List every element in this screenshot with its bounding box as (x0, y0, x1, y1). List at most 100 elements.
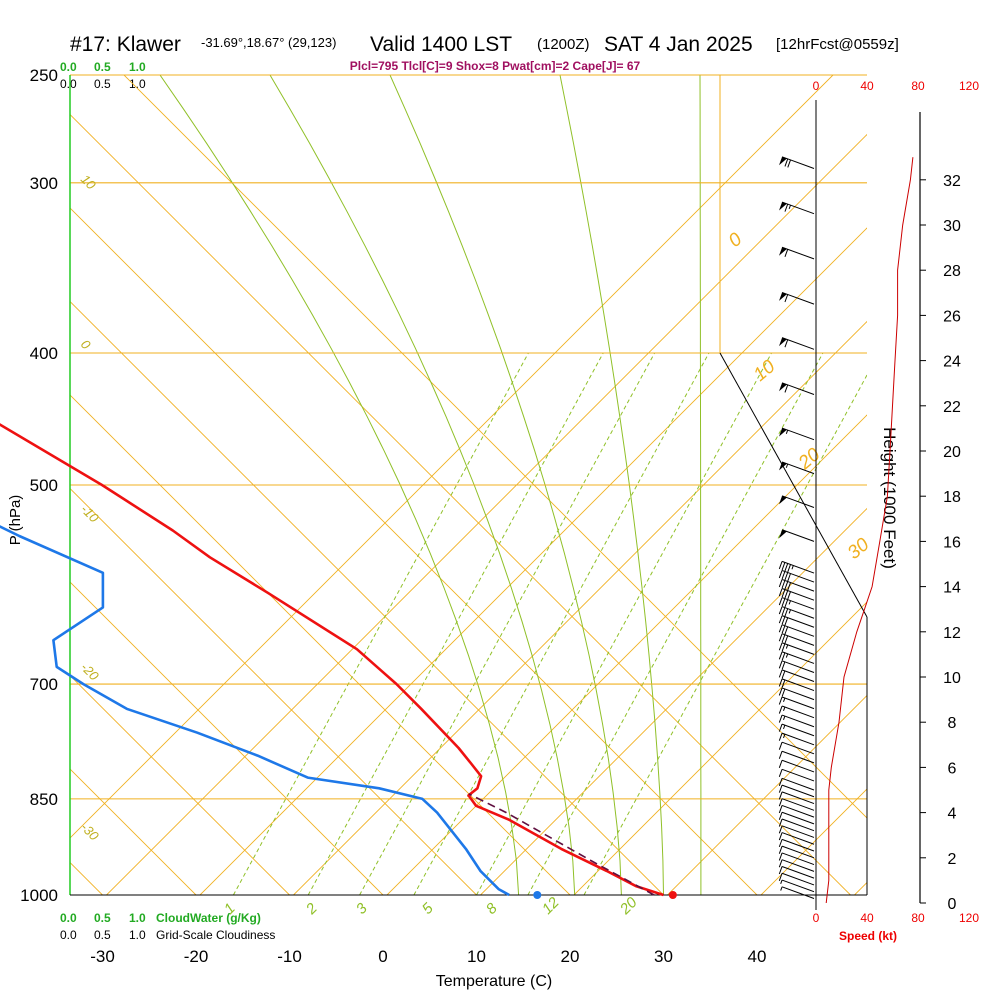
cloudiness-tick: 0.0 (60, 928, 77, 942)
wind-barb-feather (778, 624, 783, 633)
wind-barb-feather (781, 571, 786, 580)
wind-barb-feather (778, 606, 783, 615)
wind-barb-feather (778, 812, 783, 820)
wind-barb (778, 784, 815, 798)
wind-barb-staff (781, 832, 815, 845)
wind-barb-feather (778, 705, 783, 714)
wind-barb (778, 741, 815, 755)
height-tick-label: 22 (943, 399, 961, 416)
wind-barb-feather (784, 563, 789, 572)
wind-barb-half-feather (783, 706, 786, 711)
wind-barb-feather (778, 597, 783, 606)
wind-barb-staff (781, 791, 815, 805)
wind-barb-feather (787, 591, 791, 600)
height-tick-label: 16 (943, 534, 961, 551)
height-tick-label: 26 (943, 308, 961, 325)
wind-barb (778, 859, 815, 872)
wind-barb-staff (781, 569, 815, 583)
wind-barb (778, 750, 815, 764)
wind-barb (778, 696, 815, 710)
wind-barb-feather (778, 633, 783, 642)
wind-barb-feather (784, 158, 789, 167)
wind-barb (778, 832, 815, 845)
wind-barb (779, 382, 815, 395)
wind-barb-feather (787, 159, 791, 168)
temperature-tick-label: 40 (748, 947, 767, 966)
wind-barb (779, 495, 815, 508)
wind-barb-staff (781, 529, 815, 542)
wind-barb (778, 588, 815, 601)
wind-barb (778, 578, 815, 592)
mixing-ratio-line (583, 374, 867, 895)
wind-barb-feather (781, 616, 786, 625)
wind-barb-feather (784, 203, 789, 212)
wind-barb-feather (778, 791, 783, 800)
speed-tick: 40 (860, 911, 874, 925)
wind-barb-staff (781, 759, 815, 773)
height-tick-label: 30 (943, 218, 961, 235)
wind-barb-half-feather (785, 644, 789, 649)
mixing-ratio-label: 2 (302, 899, 321, 918)
wind-barb (778, 798, 815, 811)
theta-label: 0 (725, 229, 747, 252)
wind-barb (778, 597, 815, 610)
valid-time: Valid 1400 LST (370, 33, 512, 56)
wind-barb-feather (787, 573, 791, 582)
wind-barb (780, 886, 815, 899)
wind-barb-half-feather (788, 609, 791, 614)
wind-barb-pennant (779, 461, 787, 471)
wind-barb-half-feather (783, 697, 786, 702)
wind-barb-half-feather (785, 463, 789, 468)
wind-barb (778, 825, 815, 838)
station-coords: -31.69°,18.67° (29,123) (201, 35, 336, 50)
temperature-tick-label: -10 (277, 947, 302, 966)
wind-barb-staff (781, 633, 815, 646)
speed-tick: 80 (911, 911, 925, 925)
isotherm-line (70, 581, 384, 895)
wind-barb-pennant (779, 428, 787, 437)
dry-adiabat-line (480, 507, 867, 895)
wind-barb-feather (778, 832, 783, 841)
isotherm-line (70, 487, 477, 895)
wind-barb-staff (781, 852, 815, 866)
wind-barb-feather (778, 579, 783, 588)
surface-temperature-marker (668, 891, 677, 899)
wind-barb-half-feather (783, 715, 786, 721)
height-tick-label: 24 (943, 354, 961, 371)
grid-layer (70, 74, 867, 896)
speed-tick: 0 (813, 79, 820, 93)
wind-barb (778, 852, 815, 866)
wind-barb-pennant (779, 337, 787, 347)
mixing-ratio-line (232, 352, 529, 895)
temperature-tick-label: -20 (184, 947, 209, 966)
mixing-ratio-label: 3 (353, 899, 371, 917)
station-title: #17: Klawer (70, 33, 181, 56)
cloudwater-legend-bottom: 0.0 0.5 1.0 CloudWater (g/Kg) 0.0 0.5 1.… (60, 911, 275, 942)
wind-barb-feather (781, 670, 786, 679)
wind-barb-feather (778, 805, 783, 814)
speed-tick: 120 (959, 79, 979, 93)
wind-barb-feather (778, 769, 783, 777)
wind-barb-staff (781, 714, 815, 728)
wind-barb-staff (781, 291, 815, 305)
wind-barb (779, 529, 815, 542)
wind-barb-feather (787, 582, 791, 591)
wind-barb-staff (781, 879, 815, 893)
wind-barb (778, 723, 815, 737)
dewpoint-profile-line (0, 525, 510, 897)
speed-axis-label: Speed (kt) (839, 929, 897, 943)
cloudiness-tick: 0.5 (94, 928, 111, 942)
wind-barb (778, 866, 815, 879)
wind-barb-staff (781, 578, 815, 592)
pressure-tick-label: 400 (30, 344, 58, 363)
wind-barb (778, 768, 815, 782)
dry-adiabat-line (667, 694, 867, 895)
wind-barb (778, 818, 815, 832)
wind-barb-staff (781, 872, 815, 886)
wind-barb (778, 845, 815, 859)
wind-barb-staff (781, 859, 815, 872)
wind-barb-feather (784, 626, 789, 635)
wind-barb-feather (784, 339, 789, 348)
